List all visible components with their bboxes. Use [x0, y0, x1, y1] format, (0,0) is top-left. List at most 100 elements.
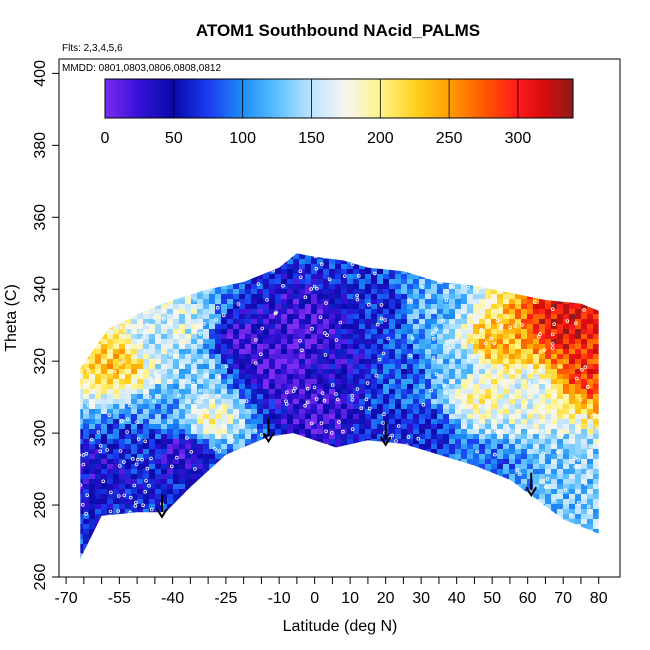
heatmap-cell [215, 454, 221, 459]
heatmap-cell [95, 394, 101, 399]
heatmap-cell [317, 419, 323, 424]
heatmap-cell [125, 429, 131, 434]
heatmap-cell [119, 344, 125, 349]
heatmap-cell [191, 464, 197, 469]
heatmap-cell [131, 334, 137, 339]
heatmap-cell [113, 464, 119, 469]
heatmap-cell [467, 419, 473, 424]
heatmap-cell [80, 424, 83, 429]
heatmap-cell [293, 289, 299, 294]
heatmap-cell [191, 409, 197, 414]
heatmap-cell [515, 344, 521, 349]
heatmap-cell [287, 269, 293, 274]
heatmap-cell [383, 419, 389, 424]
heatmap-cell [107, 504, 113, 509]
heatmap-cell [149, 489, 155, 494]
heatmap-cell [461, 284, 467, 289]
heatmap-cell [503, 334, 509, 339]
heatmap-cell [80, 489, 83, 494]
heatmap-cell [467, 384, 473, 389]
heatmap-cell [491, 289, 497, 294]
heatmap-cell [431, 399, 437, 404]
heatmap-cell [317, 329, 323, 334]
heatmap-cell [125, 449, 131, 454]
heatmap-cell [173, 429, 179, 434]
heatmap-cell [443, 289, 449, 294]
heatmap-cell [173, 469, 179, 474]
heatmap-cell [149, 359, 155, 364]
heatmap-cell [455, 409, 461, 414]
heatmap-cell [239, 424, 245, 429]
heatmap-cell [197, 419, 203, 424]
heatmap-cell [323, 344, 329, 349]
heatmap-cell [455, 449, 461, 454]
heatmap-cell [107, 334, 113, 339]
heatmap-cell [257, 419, 263, 424]
heatmap-cell [521, 394, 527, 399]
heatmap-cell [431, 414, 437, 419]
heatmap-cell [143, 429, 149, 434]
heatmap-cell [515, 314, 521, 319]
heatmap-cell [149, 394, 155, 399]
heatmap-cell [89, 479, 95, 484]
heatmap-cell [509, 334, 515, 339]
heatmap-cell [80, 549, 83, 554]
heatmap-cell [467, 319, 473, 324]
heatmap-cell [131, 349, 137, 354]
heatmap-cell [113, 474, 119, 479]
heatmap-cell [299, 374, 305, 379]
heatmap-cell [497, 369, 503, 374]
heatmap-cell [431, 449, 437, 454]
heatmap-cell [491, 469, 497, 474]
heatmap-cell [143, 444, 149, 449]
heatmap-cell [137, 439, 143, 444]
heatmap-cell [83, 504, 89, 509]
heatmap-cell [227, 314, 233, 319]
heatmap-cell [281, 274, 287, 279]
heatmap-cell [125, 499, 131, 504]
heatmap-cell [341, 289, 347, 294]
heatmap-cell [95, 514, 101, 519]
heatmap-cell [203, 324, 209, 329]
heatmap-cell [113, 399, 119, 404]
heatmap-cell [263, 349, 269, 354]
heatmap-cell [455, 359, 461, 364]
heatmap-cell [215, 294, 221, 299]
heatmap-cell [269, 284, 275, 289]
heatmap-cell [275, 279, 281, 284]
heatmap-cell [353, 324, 359, 329]
heatmap-cell [401, 274, 407, 279]
heatmap-cell [197, 339, 203, 344]
heatmap-cell [191, 474, 197, 479]
heatmap-cell [173, 339, 179, 344]
heatmap-cell [419, 439, 425, 444]
heatmap-cell [341, 364, 347, 369]
heatmap-cell [521, 344, 527, 349]
heatmap-cell [149, 439, 155, 444]
heatmap-cell [329, 319, 335, 324]
heatmap-cell [197, 474, 203, 479]
heatmap-cell [239, 434, 245, 439]
heatmap-cell [377, 304, 383, 309]
heatmap-cell [527, 399, 533, 404]
heatmap-cell [455, 429, 461, 434]
heatmap-cell [293, 394, 299, 399]
heatmap-cell [251, 299, 257, 304]
heatmap-cell [473, 414, 479, 419]
heatmap-cell [107, 384, 113, 389]
heatmap-cell [221, 444, 227, 449]
heatmap-cell [311, 274, 317, 279]
heatmap-cell [239, 319, 245, 324]
heatmap-cell [503, 364, 509, 369]
heatmap-cell [299, 399, 305, 404]
heatmap-cell [185, 324, 191, 329]
heatmap-cell [245, 294, 251, 299]
heatmap-cell [101, 404, 107, 409]
heatmap-cell [95, 464, 101, 469]
heatmap-cell [245, 414, 251, 419]
heatmap-cell [497, 439, 503, 444]
heatmap-cell [95, 439, 101, 444]
heatmap-cell [161, 489, 167, 494]
heatmap-cell [473, 459, 479, 464]
heatmap-cell [125, 479, 131, 484]
